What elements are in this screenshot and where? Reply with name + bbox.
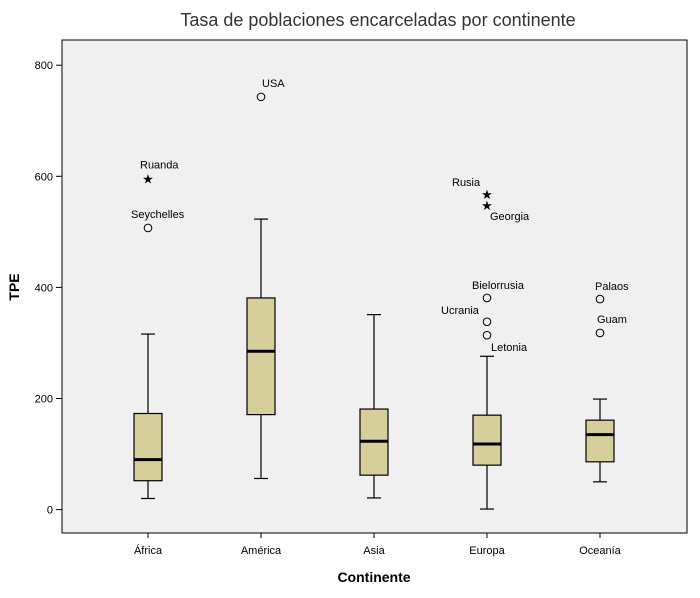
box — [585, 419, 615, 463]
outlier-star: ★ — [142, 172, 154, 187]
box-group-1: USA — [246, 78, 285, 480]
x-tick-label: Asia — [363, 545, 385, 557]
x-tick-label: Oceanía — [579, 545, 621, 557]
x-tick-label: Europa — [469, 545, 505, 557]
outlier-label: Rusia — [452, 177, 481, 189]
boxes-group: ★RuandaSeychellesUSA★Rusia★GeorgiaBielor… — [131, 78, 629, 510]
outlier-circle — [482, 330, 492, 340]
box — [472, 414, 502, 466]
outlier-label: Palaos — [595, 281, 629, 293]
outlier-star: ★ — [481, 187, 493, 202]
outlier-circle — [482, 293, 492, 303]
y-tick-label: 800 — [35, 60, 53, 72]
box — [246, 297, 276, 416]
outlier-label: USA — [262, 78, 285, 90]
box — [133, 412, 163, 482]
outlier-label: Ucrania — [441, 305, 480, 317]
x-tick-label: América — [241, 545, 282, 557]
outlier-label: Guam — [597, 314, 627, 326]
box-group-4: Palaos Guam — [585, 281, 629, 483]
x-axis-title: Continente — [337, 569, 410, 585]
chart-title: Tasa de poblaciones encarceladas por con… — [180, 10, 575, 30]
box-group-0: ★Ruanda Seychelles — [131, 160, 185, 500]
outlier-circle — [595, 294, 605, 304]
x-tick-label: África — [134, 544, 163, 557]
y-tick-label: 600 — [35, 171, 53, 183]
y-tick-label: 200 — [35, 394, 53, 406]
outlier-label: Ruanda — [140, 160, 179, 172]
outlier-label: Georgia — [490, 211, 530, 223]
outlier-circle — [143, 223, 153, 233]
outlier-circle — [256, 92, 266, 102]
outlier-label: Seychelles — [131, 209, 185, 221]
outlier-circle — [595, 328, 605, 338]
y-tick-label: 400 — [35, 282, 53, 294]
outlier-star: ★ — [481, 198, 493, 213]
y-axis-title: TPE — [6, 273, 22, 300]
outlier-circle — [482, 317, 492, 327]
x-axis: África América Asia Europa Oceanía — [134, 533, 622, 557]
outlier-label: Bielorrusia — [472, 280, 525, 292]
outlier-label: Letonia — [491, 342, 528, 354]
box-group-2 — [359, 314, 389, 499]
y-axis: 0 200 400 600 800 — [35, 60, 62, 517]
y-tick-label: 0 — [47, 505, 53, 517]
